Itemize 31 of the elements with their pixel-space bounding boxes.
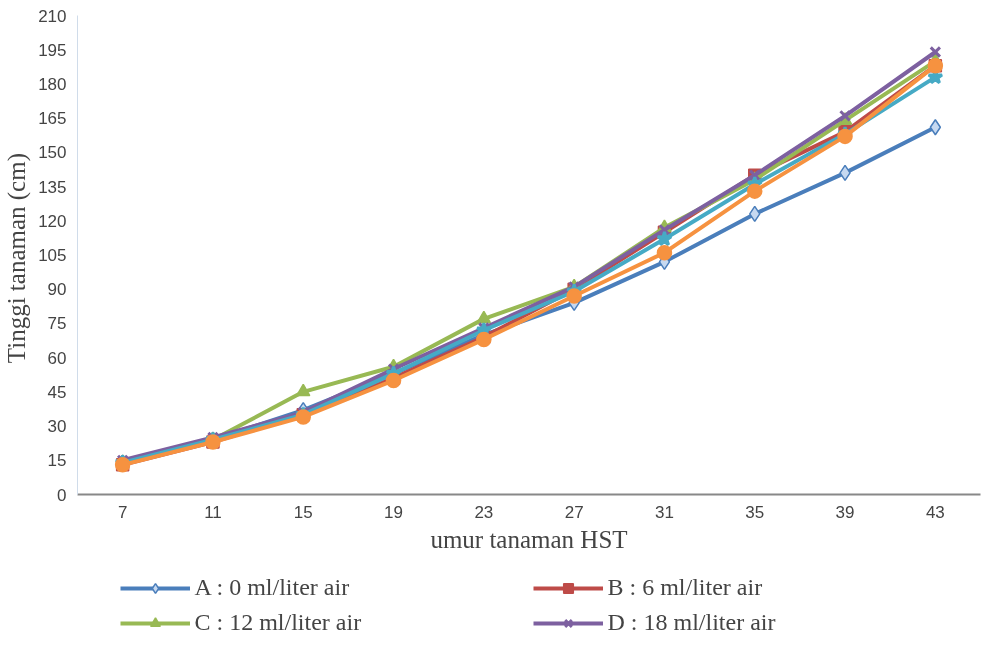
y-tick-label: 180 (38, 74, 67, 94)
y-tick-label: 135 (38, 177, 67, 197)
y-axis-title: Tinggi tanaman (cm) (3, 153, 32, 364)
x-tick-label: 39 (835, 502, 855, 522)
x-axis-title: umur tanaman HST (430, 525, 628, 553)
x-tick-label: 31 (655, 502, 674, 522)
legend-label: A : 0 ml/liter air (194, 574, 351, 601)
y-tick-label: 105 (38, 246, 67, 265)
y-tick-label: 75 (47, 314, 67, 334)
x-tick-label: 35 (745, 502, 765, 522)
y-tick-label: 210 (38, 6, 67, 26)
y-tick-label: 15 (47, 451, 67, 471)
y-tick-label: 150 (38, 143, 67, 163)
x-tick-label: 15 (293, 502, 313, 522)
x-tick-label: 11 (204, 502, 222, 522)
legend-label: B : 6 ml/liter air (607, 574, 764, 601)
y-tick-label: 45 (47, 382, 67, 402)
x-tick-label: 7 (117, 502, 128, 522)
y-tick-label: 195 (38, 40, 67, 60)
y-tick-label: 90 (47, 280, 67, 300)
y-tick-label: 165 (38, 109, 67, 129)
x-tick-label: 27 (564, 502, 584, 522)
y-tick-label: 0 (57, 485, 67, 505)
x-tick-label: 23 (474, 502, 494, 522)
legend-label: D : 18 ml/liter air (607, 609, 777, 636)
y-tick-label: 120 (38, 211, 67, 231)
x-tick-label: 43 (925, 502, 945, 522)
x-tick-label: 19 (384, 502, 404, 522)
y-tick-label: 30 (47, 417, 67, 437)
y-tick-label: 60 (47, 348, 67, 368)
legend-label: C : 12 ml/liter air (194, 609, 363, 636)
